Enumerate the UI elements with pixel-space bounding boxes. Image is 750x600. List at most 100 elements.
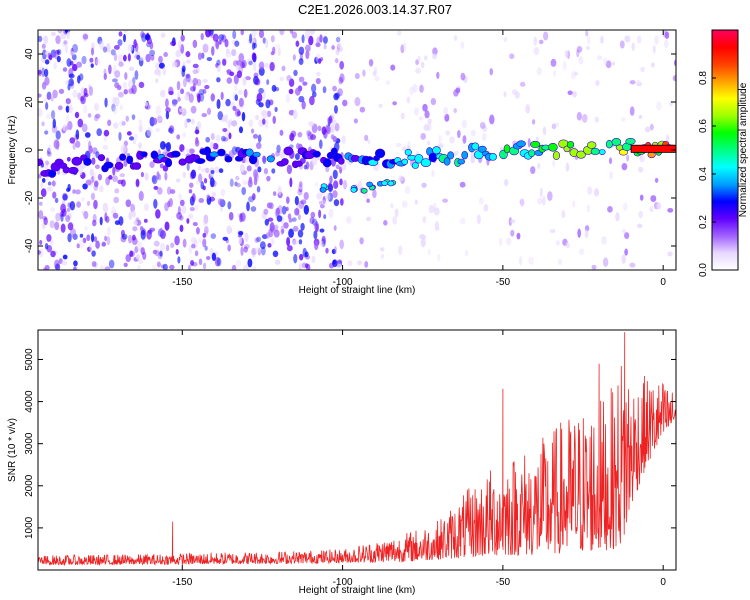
noise-cell [265, 99, 270, 108]
noise-cell [183, 239, 187, 248]
noise-cell [136, 179, 140, 187]
noise-cell [138, 119, 142, 125]
noise-cell [437, 254, 440, 262]
noise-cell [419, 116, 424, 120]
noise-cell [231, 120, 237, 126]
noise-cell [152, 175, 158, 184]
noise-cell [46, 113, 51, 119]
noise-cell [235, 94, 238, 101]
noise-cell [184, 119, 187, 129]
noise-cell [181, 205, 186, 213]
noise-cell [56, 140, 59, 150]
noise-cell [629, 263, 635, 268]
noise-cell [308, 121, 314, 127]
noise-cell [153, 199, 157, 209]
noise-cell [210, 177, 215, 187]
noise-cell [323, 86, 327, 93]
noise-cell [342, 100, 347, 107]
noise-cell [539, 40, 544, 45]
noise-cell [129, 136, 134, 140]
noise-cell [177, 97, 181, 102]
noise-cell [193, 78, 199, 86]
noise-cell [623, 203, 627, 211]
noise-cell [299, 58, 304, 65]
noise-cell [283, 222, 288, 229]
noise-cell [427, 140, 430, 145]
noise-cell [240, 212, 245, 221]
noise-cell [196, 93, 200, 99]
noise-cell [41, 122, 44, 127]
snr-panel: -150 -100 -50 0 10002000300040005000 Height… [7, 330, 676, 596]
noise-cell [303, 248, 307, 258]
noise-cell [255, 247, 260, 254]
noise-cell [170, 243, 174, 248]
noise-cell [316, 78, 321, 84]
noise-cell [206, 256, 210, 260]
noise-cell [189, 93, 194, 102]
noise-cell [203, 218, 208, 227]
noise-cell [133, 139, 136, 144]
noise-cell [395, 208, 399, 217]
noise-cell [112, 166, 115, 175]
noise-cell [587, 204, 590, 212]
noise-cell [144, 203, 149, 211]
noise-cell [265, 63, 269, 69]
spectrogram-x-tick-label: -150 [172, 277, 192, 288]
noise-cell [191, 119, 195, 125]
noise-cell [295, 196, 299, 205]
noise-cell [218, 34, 224, 41]
noise-cell [121, 234, 127, 240]
noise-cell [292, 217, 297, 222]
noise-cell [255, 79, 261, 86]
noise-cell [103, 203, 108, 213]
noise-cell [253, 134, 258, 139]
noise-cell [191, 106, 197, 114]
noise-cell [585, 30, 588, 36]
noise-cell [274, 107, 277, 112]
noise-cell [114, 188, 119, 193]
noise-cell [640, 67, 645, 72]
noise-cell [135, 70, 139, 80]
noise-cell [174, 235, 180, 245]
noise-cell [62, 209, 67, 217]
noise-cell [234, 41, 239, 47]
noise-cell [234, 84, 238, 91]
noise-cell [255, 115, 259, 120]
noise-cell [67, 31, 70, 39]
noise-cell [118, 92, 124, 98]
noise-cell [302, 82, 307, 86]
noise-cell [656, 101, 662, 110]
noise-cell [219, 168, 224, 173]
noise-cell [337, 259, 342, 263]
noise-cell [339, 61, 344, 70]
noise-cell [211, 46, 214, 56]
noise-cell [200, 181, 204, 189]
noise-cell [145, 102, 148, 107]
noise-cell [123, 82, 126, 89]
noise-cell [460, 73, 465, 81]
noise-cell [107, 119, 111, 126]
noise-cell [103, 46, 107, 52]
noise-cell [89, 58, 93, 63]
noise-cell [601, 236, 607, 245]
noise-cell [118, 216, 123, 225]
noise-cell [161, 32, 166, 38]
noise-cell [243, 246, 247, 252]
noise-cell [334, 246, 337, 254]
ridge-blob [151, 151, 158, 159]
noise-cell [186, 59, 192, 63]
noise-cell [298, 96, 304, 102]
noise-cell [398, 245, 402, 255]
noise-cell [66, 58, 71, 67]
noise-cell [246, 202, 250, 212]
noise-cell [320, 228, 325, 232]
noise-cell [83, 211, 88, 219]
noise-cell [311, 212, 316, 219]
noise-cell [438, 143, 444, 148]
noise-cell [409, 87, 414, 96]
noise-cell [249, 119, 253, 127]
noise-cell [148, 103, 151, 110]
noise-cell [278, 48, 281, 56]
noise-cell [454, 151, 460, 155]
noise-cell [651, 62, 655, 67]
